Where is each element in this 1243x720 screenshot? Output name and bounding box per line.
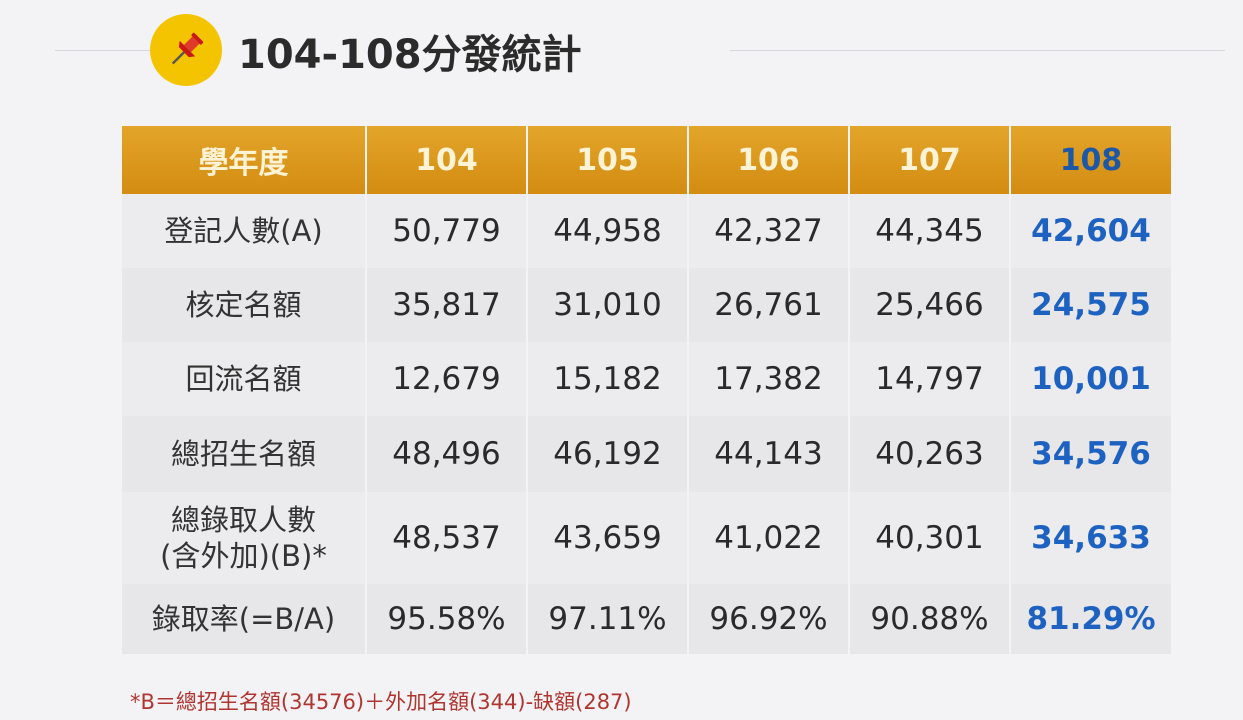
table-row: 登記人數(A) 50,779 44,958 42,327 44,345 42,6… xyxy=(122,194,1171,268)
table-cell: 44,143 xyxy=(687,416,849,492)
table-cell: 96.92% xyxy=(687,584,849,654)
table-cell: 48,496 xyxy=(365,416,527,492)
table-row: 回流名額 12,679 15,182 17,382 14,797 10,001 xyxy=(122,342,1171,416)
row-label: 登記人數(A) xyxy=(122,194,366,268)
row-label: 錄取率(=B/A) xyxy=(122,584,366,654)
table-cell: 97.11% xyxy=(526,584,688,654)
table-row: 核定名額 35,817 31,010 26,761 25,466 24,575 xyxy=(122,268,1171,342)
table-cell: 46,192 xyxy=(526,416,688,492)
table-cell: 40,301 xyxy=(848,492,1010,584)
table-cell: 35,817 xyxy=(365,268,527,342)
row-label-line: 總錄取人數 xyxy=(170,503,316,537)
header-cell-year-label: 學年度 xyxy=(122,126,366,194)
table-cell: 25,466 xyxy=(848,268,1010,342)
table-cell-highlight: 34,576 xyxy=(1009,416,1171,492)
table-cell: 12,679 xyxy=(365,342,527,416)
table-cell: 15,182 xyxy=(526,342,688,416)
table-cell: 44,958 xyxy=(526,194,688,268)
table-cell-highlight: 24,575 xyxy=(1009,268,1171,342)
table-cell: 17,382 xyxy=(687,342,849,416)
row-label: 回流名額 xyxy=(122,342,366,416)
table-cell: 44,345 xyxy=(848,194,1010,268)
header-divider-right xyxy=(730,50,1225,51)
row-label: 總錄取人數 (含外加)(B)* xyxy=(122,492,366,584)
table-cell: 14,797 xyxy=(848,342,1010,416)
table-cell: 31,010 xyxy=(526,268,688,342)
table-cell-highlight: 34,633 xyxy=(1009,492,1171,584)
header-cell-105: 105 xyxy=(526,126,688,194)
table-header-row: 學年度 104 105 106 107 108 xyxy=(122,126,1171,194)
table-row: 總招生名額 48,496 46,192 44,143 40,263 34,576 xyxy=(122,416,1171,492)
stats-table: 學年度 104 105 106 107 108 登記人數(A) 50,779 4… xyxy=(122,126,1171,654)
table-cell: 95.58% xyxy=(365,584,527,654)
header-divider-left xyxy=(55,50,150,51)
table-cell: 41,022 xyxy=(687,492,849,584)
table-cell: 48,537 xyxy=(365,492,527,584)
row-label: 核定名額 xyxy=(122,268,366,342)
table-cell-highlight: 10,001 xyxy=(1009,342,1171,416)
pushpin-badge xyxy=(150,14,222,86)
header-cell-108: 108 xyxy=(1009,126,1171,194)
table-cell-highlight: 42,604 xyxy=(1009,194,1171,268)
table-cell: 40,263 xyxy=(848,416,1010,492)
header-cell-104: 104 xyxy=(365,126,527,194)
table-cell: 43,659 xyxy=(526,492,688,584)
pushpin-icon xyxy=(171,32,204,65)
table-row: 錄取率(=B/A) 95.58% 97.11% 96.92% 90.88% 81… xyxy=(122,584,1171,654)
page-title: 104-108分發統計 xyxy=(238,32,582,78)
row-label: 總招生名額 xyxy=(122,416,366,492)
table-cell: 90.88% xyxy=(848,584,1010,654)
table-cell-highlight: 81.29% xyxy=(1009,584,1171,654)
row-label-line: (含外加)(B)* xyxy=(160,539,327,573)
table-row: 總錄取人數 (含外加)(B)* 48,537 43,659 41,022 40,… xyxy=(122,492,1171,584)
header-cell-107: 107 xyxy=(848,126,1010,194)
footnote: *B＝總招生名額(34576)＋外加名額(344)-缺額(287) xyxy=(130,690,632,714)
table-cell: 26,761 xyxy=(687,268,849,342)
table-cell: 42,327 xyxy=(687,194,849,268)
table-cell: 50,779 xyxy=(365,194,527,268)
header-cell-106: 106 xyxy=(687,126,849,194)
